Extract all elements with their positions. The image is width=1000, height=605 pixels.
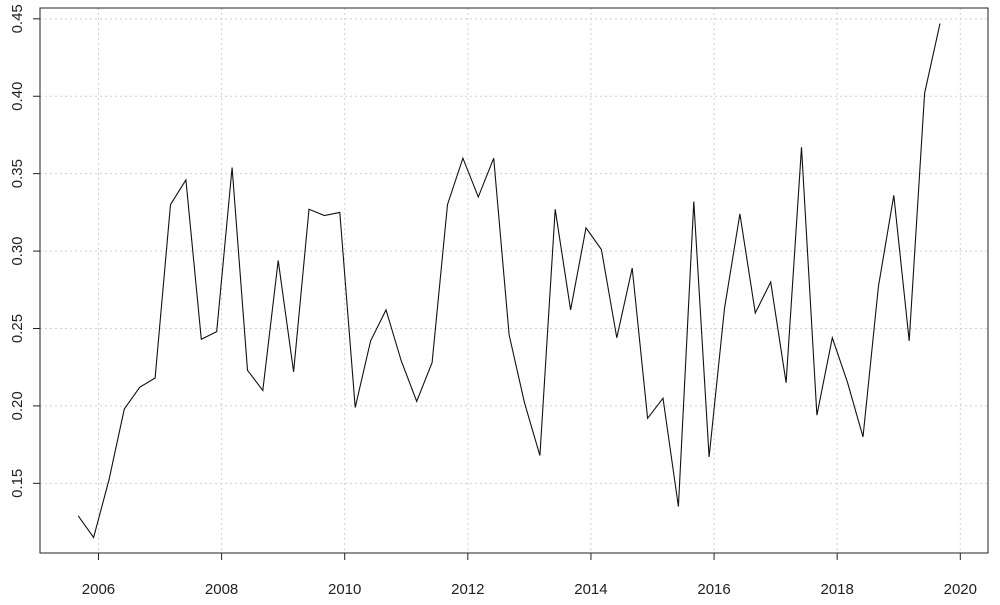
x-tick-label: 2018 [820, 581, 853, 598]
y-tick-label: 0.25 [9, 314, 26, 343]
y-tick-label: 0.40 [9, 82, 26, 111]
y-tick-label: 0.35 [9, 159, 26, 188]
grid-lines [40, 8, 988, 553]
y-tick-label: 0.15 [9, 469, 26, 498]
x-tick-label: 2020 [944, 581, 977, 598]
x-tick-label: 2010 [328, 581, 361, 598]
y-tick-label: 0.45 [9, 4, 26, 33]
x-tick-label: 2006 [82, 581, 115, 598]
x-tick-label: 2012 [451, 581, 484, 598]
x-tick-label: 2016 [697, 581, 730, 598]
series-layer [78, 23, 940, 537]
x-tick-label: 2014 [574, 581, 607, 598]
y-tick-label: 0.30 [9, 236, 26, 265]
series-line [78, 24, 940, 538]
plot-frame [40, 8, 988, 553]
axes: 2006 2008 2010 2012 2014 2016 2018 2020 0.15 0.20… [9, 4, 977, 598]
y-tick-label: 0.20 [9, 391, 26, 420]
x-tick-label: 2008 [205, 581, 238, 598]
